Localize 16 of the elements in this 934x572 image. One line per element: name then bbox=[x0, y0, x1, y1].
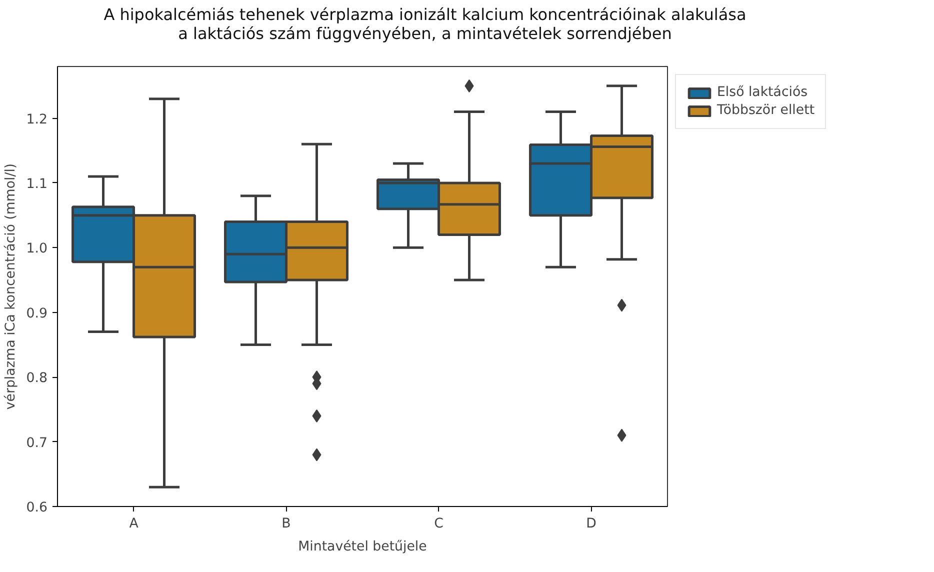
y-tick-label: 0.6 bbox=[26, 500, 48, 516]
y-tick-label: 0.7 bbox=[26, 436, 48, 451]
legend-label: Első laktációs bbox=[717, 85, 808, 100]
legend-label: Többször ellett bbox=[717, 103, 815, 118]
x-tick-label: C bbox=[434, 516, 444, 532]
y-tick-label: 0.8 bbox=[26, 371, 48, 386]
x-tick-label: B bbox=[282, 516, 291, 532]
x-tick-label: A bbox=[129, 516, 138, 532]
y-tick-label: 1.1 bbox=[26, 176, 48, 192]
y-tick-label: 1.0 bbox=[26, 242, 48, 257]
x-tick-label: D bbox=[586, 516, 596, 532]
y-axis-title: vérplazma iCa koncentráció (mmol/l) bbox=[3, 163, 18, 410]
x-axis-title: Mintavétel betűjele bbox=[298, 540, 427, 554]
y-tick-label: 1.2 bbox=[26, 112, 48, 128]
y-tick-label: 0.9 bbox=[26, 306, 48, 322]
chart-title: A hipokalcémiás tehenek vérplazma ionizált kalcium koncentrációinak alakulása a laktációs szám függvényében, a mintavételek sorrendjében bbox=[104, 5, 746, 44]
